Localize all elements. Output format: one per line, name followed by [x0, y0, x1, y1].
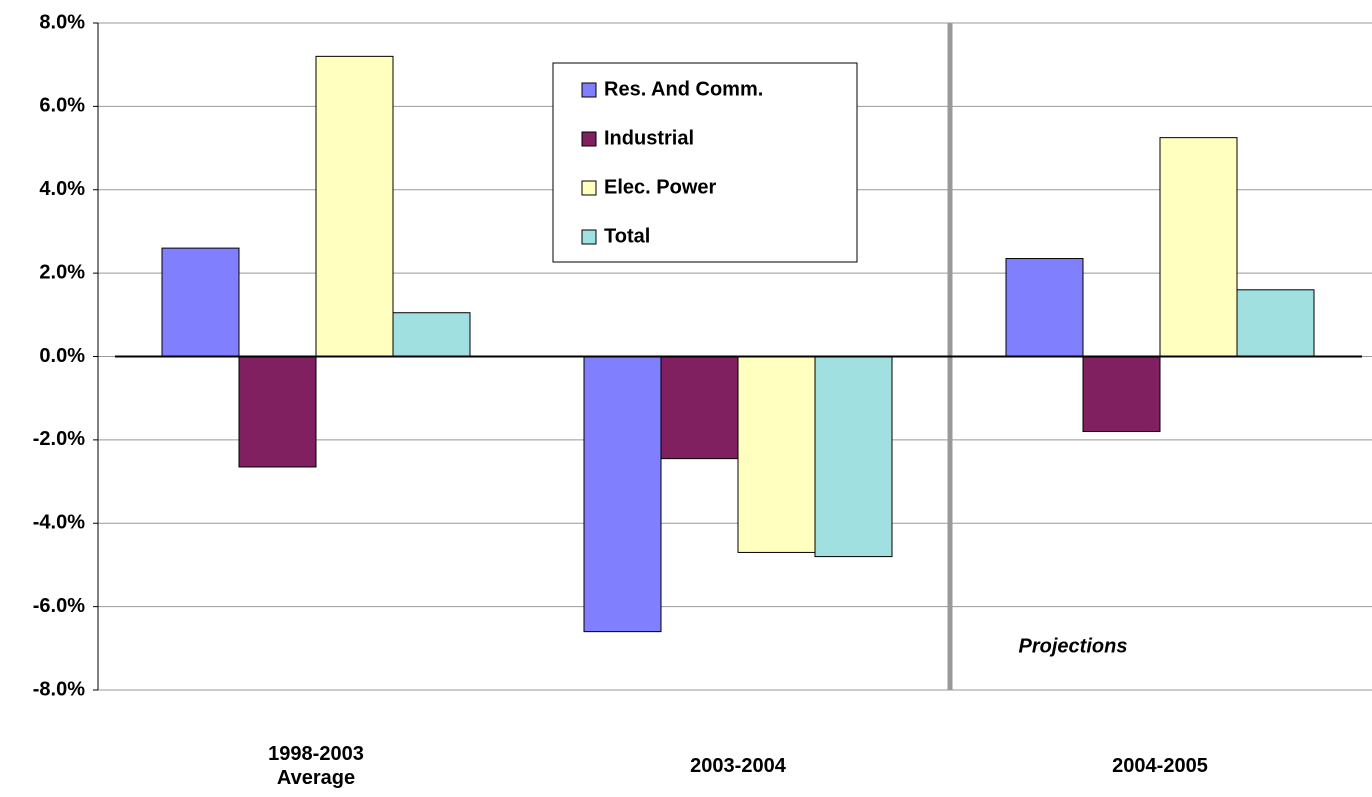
legend-label: Res. And Comm.	[604, 78, 763, 100]
bar	[660, 356, 739, 460]
x-tick-label: 2003-2004	[690, 755, 786, 777]
legend-label: Industrial	[604, 127, 694, 149]
y-tick-label: -2.0%	[33, 428, 85, 450]
bar	[1236, 289, 1315, 357]
y-tick-label: 4.0%	[39, 178, 85, 200]
y-tick-label: 6.0%	[39, 95, 85, 117]
legend-box	[552, 62, 858, 263]
bar	[583, 356, 662, 633]
bar	[161, 247, 240, 357]
x-tick-label: 2004-2005	[1112, 755, 1208, 777]
y-tick-label: 0.0%	[39, 345, 85, 367]
bar	[737, 356, 816, 553]
legend-swatch	[581, 229, 597, 245]
bar	[1159, 137, 1238, 357]
bar	[814, 356, 893, 558]
bar	[1005, 258, 1084, 357]
bar	[238, 356, 317, 468]
bar	[315, 55, 394, 357]
bar	[1082, 356, 1161, 433]
legend-label: Elec. Power	[604, 176, 716, 198]
y-tick-label: -8.0%	[33, 678, 85, 700]
legend-swatch	[581, 180, 597, 196]
legend-swatch	[581, 131, 597, 147]
y-tick-label: -6.0%	[33, 595, 85, 617]
y-tick-label: 2.0%	[39, 261, 85, 283]
bar	[392, 312, 471, 357]
legend-label: Total	[604, 225, 650, 247]
x-tick-label: 1998-2003 Average	[268, 743, 364, 789]
legend-swatch	[581, 82, 597, 98]
y-tick-label: 8.0%	[39, 11, 85, 33]
y-tick-label: -4.0%	[33, 512, 85, 534]
annotation: Projections	[1019, 635, 1128, 657]
